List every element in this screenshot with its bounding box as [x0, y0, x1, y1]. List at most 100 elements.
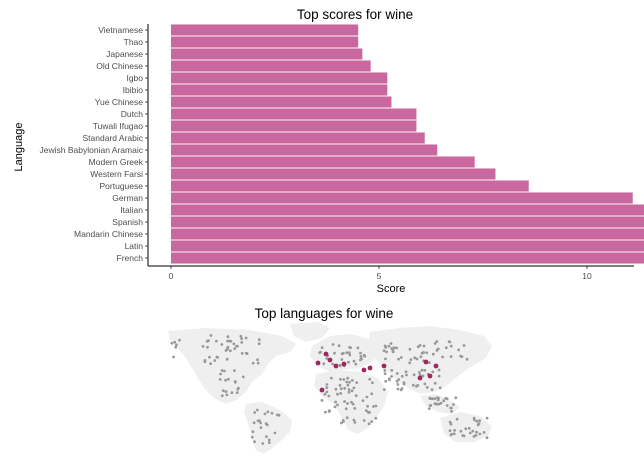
- highlighted-language-point: [423, 359, 429, 365]
- language-point: [270, 411, 274, 415]
- language-point: [400, 374, 404, 378]
- language-point: [178, 338, 181, 342]
- language-point: [251, 361, 255, 365]
- language-point: [264, 422, 268, 425]
- europe-land: [310, 334, 380, 372]
- category-label: German: [112, 193, 143, 203]
- highlighted-language-points: [315, 351, 439, 393]
- language-point: [333, 351, 336, 355]
- language-point: [341, 419, 345, 422]
- language-point: [334, 400, 337, 404]
- language-point: [390, 368, 394, 372]
- language-point: [354, 394, 358, 398]
- language-point: [449, 355, 453, 358]
- language-point: [255, 408, 259, 412]
- language-point: [395, 379, 399, 383]
- language-point: [462, 344, 466, 347]
- language-point: [431, 370, 435, 374]
- language-point: [322, 362, 326, 366]
- language-point: [389, 342, 393, 345]
- x-tick-label: 0: [169, 271, 174, 281]
- language-point: [418, 371, 421, 374]
- bar-dutch: [171, 108, 417, 120]
- language-point: [388, 378, 391, 382]
- language-point: [350, 400, 353, 404]
- language-point: [206, 345, 209, 349]
- language-point: [372, 405, 375, 408]
- language-point: [340, 421, 343, 425]
- language-point: [334, 387, 338, 391]
- language-point: [343, 400, 346, 403]
- language-point: [374, 404, 378, 408]
- language-point: [215, 355, 219, 359]
- language-point: [449, 422, 453, 426]
- language-point: [450, 409, 453, 413]
- bar-yue-chinese: [171, 96, 392, 108]
- language-point: [227, 339, 231, 343]
- language-point: [390, 375, 393, 378]
- language-point: [472, 435, 476, 438]
- language-point: [431, 352, 435, 356]
- language-point: [346, 402, 349, 405]
- category-label: Tuwali Ifugao: [93, 121, 144, 131]
- category-label: Igbo: [126, 73, 143, 83]
- bar-modern-greek: [171, 156, 475, 168]
- language-point: [220, 343, 224, 346]
- language-point: [467, 426, 471, 430]
- language-point: [409, 358, 413, 361]
- language-point: [175, 343, 178, 347]
- language-point: [382, 349, 386, 353]
- language-point: [325, 383, 329, 386]
- language-point: [383, 344, 387, 348]
- language-point: [445, 404, 449, 407]
- language-point: [237, 386, 240, 390]
- language-point: [251, 430, 255, 433]
- world-map-chart: Top languages for wine: [168, 306, 492, 454]
- bar-jewish-babylonian-aramaic: [171, 144, 438, 156]
- language-point: [331, 362, 335, 366]
- language-point: [256, 358, 259, 362]
- bar-mandarin-chinese: [171, 228, 644, 240]
- language-point: [352, 359, 356, 363]
- language-point: [340, 358, 344, 361]
- category-label: Yue Chinese: [95, 97, 143, 107]
- language-point: [324, 410, 327, 414]
- language-point: [433, 402, 437, 406]
- x-axis-title: Score: [377, 283, 406, 295]
- language-point: [347, 351, 351, 354]
- language-point: [325, 357, 329, 360]
- bar-igbo: [171, 72, 388, 84]
- language-point: [349, 346, 352, 350]
- language-point: [342, 378, 346, 381]
- language-point: [420, 351, 424, 355]
- category-label: Latin: [125, 241, 144, 251]
- language-point: [201, 345, 205, 348]
- language-point: [227, 377, 230, 381]
- language-point: [482, 431, 486, 434]
- language-point: [435, 340, 439, 343]
- language-point: [436, 398, 440, 402]
- asia-land: [368, 326, 492, 394]
- language-point: [203, 360, 207, 364]
- language-point: [478, 419, 481, 423]
- language-point: [328, 409, 331, 412]
- bar-italian: [171, 204, 644, 216]
- language-point: [359, 355, 363, 358]
- language-point: [396, 383, 400, 386]
- map-title: Top languages for wine: [255, 306, 394, 321]
- language-point: [460, 355, 464, 358]
- language-point: [340, 352, 344, 356]
- category-label: Thao: [124, 37, 144, 47]
- language-point: [361, 399, 365, 402]
- language-point: [336, 403, 339, 407]
- category-labels: Vietnamese Thao Japanese Old Chinese Igbo Ibi…: [40, 25, 148, 263]
- land-masses: [168, 322, 492, 454]
- language-point: [442, 399, 446, 403]
- bar-western-farsi: [171, 168, 496, 180]
- language-point: [457, 348, 460, 352]
- language-point: [240, 352, 244, 355]
- language-point: [421, 374, 425, 378]
- bar-old-chinese: [171, 60, 371, 72]
- language-point: [359, 351, 362, 355]
- language-point: [226, 335, 230, 339]
